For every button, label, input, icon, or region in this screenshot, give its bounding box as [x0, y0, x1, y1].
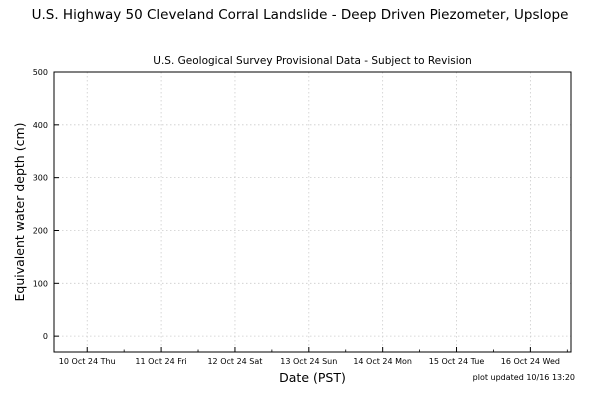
x-tick-label: 11 Oct 24 Fri	[135, 357, 186, 366]
x-tick-label: 13 Oct 24 Sun	[280, 357, 337, 366]
chart-subtitle: U.S. Geological Survey Provisional Data …	[153, 55, 471, 67]
y-tick-label: 500	[33, 68, 48, 77]
x-tick-label: 14 Oct 24 Mon	[353, 357, 412, 366]
x-tick-label: 16 Oct 24 Wed	[501, 357, 560, 366]
y-tick-label: 0	[43, 332, 48, 341]
plot-updated-note: plot updated 10/16 13:20	[473, 373, 575, 382]
y-tick-label: 400	[33, 121, 48, 130]
x-axis-label: Date (PST)	[279, 370, 346, 385]
ticks-layer	[54, 71, 568, 352]
x-tick-label: 15 Oct 24 Tue	[429, 357, 485, 366]
y-tick-label: 100	[33, 279, 48, 288]
chart-title: U.S. Highway 50 Cleveland Corral Landsli…	[32, 7, 569, 23]
y-tick-label: 300	[33, 174, 48, 183]
tick-labels-layer: 0 100 200 300 400 500 10 Oct 24 Thu 11 Oct 24 F…	[33, 68, 560, 366]
y-tick-label: 200	[33, 226, 48, 235]
y-axis-label: Equivalent water depth (cm)	[12, 123, 27, 302]
grid-layer	[54, 72, 571, 352]
plot-area	[53, 71, 572, 353]
x-tick-label: 12 Oct 24 Sat	[207, 357, 262, 366]
x-tick-label: 10 Oct 24 Thu	[59, 357, 116, 366]
